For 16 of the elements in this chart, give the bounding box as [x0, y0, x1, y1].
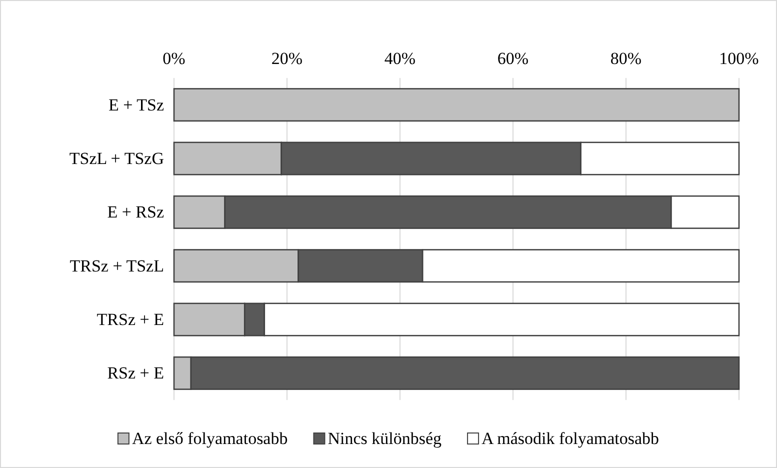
- x-tick-label: 100%: [719, 49, 759, 68]
- legend-label: Nincs különbség: [328, 429, 442, 448]
- bar: [173, 88, 740, 122]
- x-tick-label: 40%: [384, 49, 416, 68]
- x-tick-label: 0%: [162, 49, 186, 68]
- x-tick-label: 80%: [610, 49, 642, 68]
- y-tick-label: E + RSz: [107, 202, 164, 222]
- y-tick-label: TSzL + TSzG: [69, 148, 164, 168]
- y-tick-label: TRSz + TSzL: [70, 256, 164, 276]
- legend-label: A második folyamatosabb: [482, 429, 660, 448]
- x-tick-label: 20%: [271, 49, 303, 68]
- y-tick-label: E + TSz: [108, 95, 164, 114]
- x-tick-label: 60%: [497, 49, 529, 68]
- legend-label: Az első folyamatosabb: [132, 429, 288, 448]
- y-tick-label: TRSz + E: [96, 310, 164, 329]
- y-tick-label: RSz + E: [107, 364, 164, 383]
